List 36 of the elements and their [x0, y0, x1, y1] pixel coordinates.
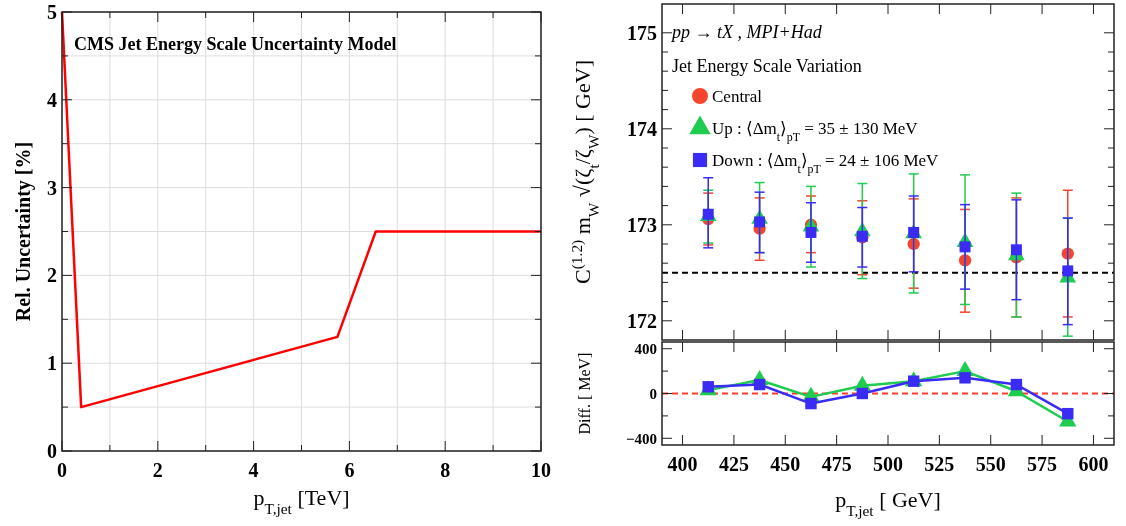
legend-label: Central: [712, 87, 763, 106]
annotation: pp → tX , MPI+Had: [670, 22, 823, 42]
x-tick-label: 550: [975, 453, 1006, 475]
y-tick-label: 174: [627, 117, 657, 140]
legend-label: Up : ⟨Δm$_{t}$⟩$_{pT}$ = 35 ± 130 MeV: [712, 119, 919, 144]
y-tick-label: 1: [47, 352, 57, 375]
x-tick-label: 500: [873, 453, 903, 475]
y-tick-label: 400: [634, 340, 657, 357]
y-tick-label: 3: [47, 176, 57, 199]
y-tick-label: 172: [627, 309, 657, 332]
x-tick-label: 6: [344, 459, 355, 481]
text: CMS Jet Energy Scale Uncertainty Model: [74, 34, 397, 54]
y-axis-title: Rel. Uncertainty [%]: [12, 141, 35, 322]
y-tick-label: 175: [627, 21, 657, 44]
x-tick-label: 425: [718, 453, 749, 475]
y-tick-label: 4: [47, 88, 57, 111]
y-axis-title: Diff. [ MeV]: [576, 352, 593, 435]
x-tick-label: 8: [440, 459, 451, 481]
x-tick-label: 400: [667, 453, 698, 475]
x-axis-title: p$_{T,jet}$ [TeV]: [253, 485, 350, 517]
y-tick-label: 173: [627, 213, 657, 236]
x-tick-label: 475: [821, 453, 852, 475]
x-tick-label: 525: [924, 453, 955, 475]
x-tick-label: 575: [1027, 453, 1058, 475]
y-tick-label: −400: [625, 430, 657, 447]
y-tick-label: 5: [47, 1, 57, 23]
x-tick-label: 600: [1078, 453, 1109, 475]
y-tick-label: 2: [47, 264, 57, 287]
x-tick-label: 450: [770, 453, 801, 475]
x-tick-label: 10: [531, 459, 551, 481]
legend-title: Jet Energy Scale Variation: [672, 56, 862, 76]
x-tick-label: 2: [152, 459, 163, 481]
y-tick-label: 0: [649, 385, 657, 402]
x-axis-title: p$_{T,jet}$ [ GeV]: [835, 487, 941, 519]
x-tick-label: 4: [248, 459, 259, 481]
legend-label: Down : ⟨Δm$_{t}$⟩$_{pT}$ = 24 ± 106 MeV: [712, 151, 940, 176]
